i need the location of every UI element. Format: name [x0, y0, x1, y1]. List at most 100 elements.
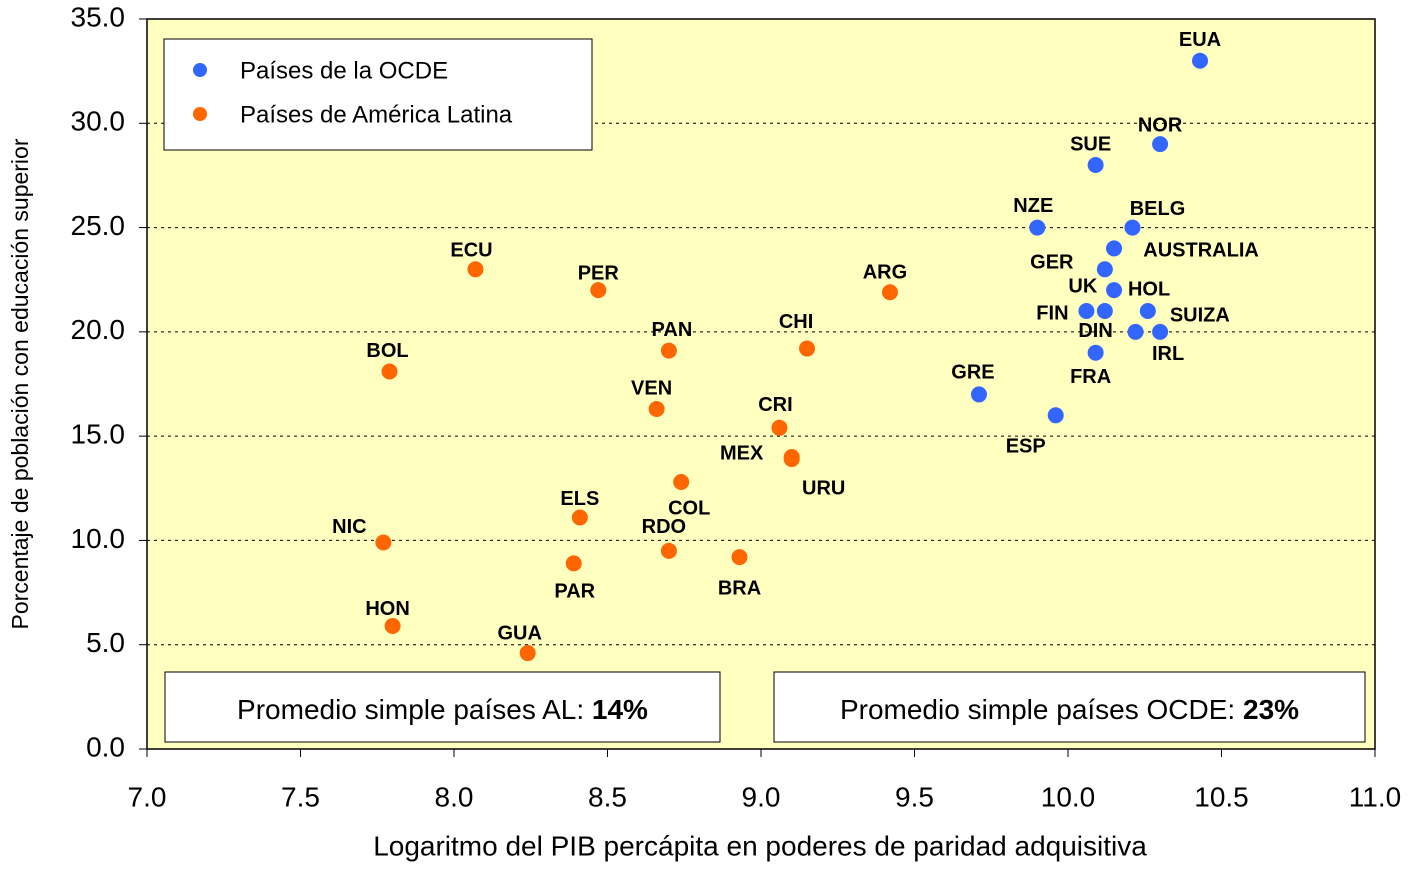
x-tick-label: 11.0: [1349, 781, 1401, 812]
point-label: VEN: [631, 377, 672, 399]
legend-label: Países de la OCDE: [240, 57, 448, 84]
point: [1106, 282, 1123, 299]
point: [771, 419, 788, 436]
annotation-value: 14%: [592, 694, 648, 725]
point-label: NOR: [1138, 114, 1183, 136]
point-label: MEX: [720, 442, 764, 464]
y-tick-label: 0.0: [86, 731, 125, 762]
point-label: NIC: [332, 516, 366, 538]
x-tick-label: 7.0: [128, 781, 167, 812]
point: [1106, 240, 1123, 257]
y-tick-label: 30.0: [71, 106, 126, 137]
point: [1192, 52, 1209, 69]
y-tick-label: 10.0: [71, 523, 126, 554]
point-label: AUSTRALIA: [1143, 240, 1259, 262]
point: [384, 617, 401, 634]
point-label: PAR: [554, 581, 595, 603]
point: [1139, 303, 1156, 319]
point: [648, 401, 665, 418]
point: [519, 645, 536, 662]
point: [881, 284, 898, 301]
point-label: UK: [1068, 275, 1097, 297]
point-label: SUE: [1070, 133, 1111, 155]
point-label: FIN: [1036, 302, 1068, 324]
x-axis-label: Logaritmo del PIB percápita en poderes d…: [373, 830, 1147, 861]
point-label: ARG: [863, 262, 907, 284]
annotation: Promedio simple países AL: 14%: [237, 694, 648, 725]
annotation-value: 23%: [1243, 694, 1299, 725]
point: [590, 282, 607, 299]
point: [1127, 323, 1144, 340]
y-tick-label: 15.0: [71, 419, 126, 450]
annotation: Promedio simple países OCDE: 23%: [840, 694, 1299, 725]
point: [660, 342, 677, 359]
point: [381, 363, 398, 380]
x-tick-label: 10.0: [1041, 781, 1096, 812]
x-tick-label: 8.0: [435, 781, 474, 812]
point-label: FRA: [1070, 366, 1111, 388]
point: [1078, 303, 1095, 319]
point-label: BELG: [1130, 198, 1186, 220]
point: [1047, 407, 1064, 424]
y-tick-label: 20.0: [71, 314, 126, 345]
point-label: GER: [1030, 252, 1074, 274]
point-label: HON: [365, 598, 409, 620]
legend: [163, 38, 593, 151]
x-tick-label: 10.5: [1194, 781, 1249, 812]
point: [1152, 323, 1169, 340]
x-tick-label: 9.0: [742, 781, 781, 812]
point: [1152, 136, 1169, 153]
x-tick-label: 8.5: [588, 781, 627, 812]
point: [1029, 219, 1046, 236]
annotation-box: [773, 671, 1366, 743]
point: [565, 555, 582, 572]
point-label: GRE: [951, 362, 994, 384]
point-label: CRI: [758, 394, 792, 416]
annotation-box: [164, 671, 721, 743]
point: [1087, 157, 1104, 173]
legend-marker: [193, 107, 207, 121]
point: [1096, 303, 1113, 319]
point-label: BOL: [366, 340, 408, 362]
point-label: HOL: [1128, 278, 1170, 300]
point-label: ECU: [450, 240, 492, 262]
point-label: NZE: [1013, 195, 1053, 217]
point: [673, 474, 690, 491]
x-tick-label: 7.5: [281, 781, 320, 812]
point-label: ESP: [1006, 436, 1046, 458]
annotation-text: Promedio simple países AL:: [237, 694, 584, 725]
point-label: PAN: [652, 319, 693, 341]
point: [375, 534, 392, 551]
point-label: COL: [668, 497, 710, 519]
point: [1087, 344, 1104, 361]
legend-label: Países de América Latina: [240, 101, 513, 128]
point: [783, 451, 800, 468]
x-tick-label: 9.5: [895, 781, 934, 812]
point: [1096, 261, 1113, 278]
point-label: RDO: [642, 516, 686, 538]
y-tick-label: 35.0: [71, 1, 126, 32]
point: [731, 549, 748, 566]
annotation-text: Promedio simple países OCDE:: [840, 694, 1235, 725]
point: [1124, 219, 1141, 236]
point-label: SUIZA: [1170, 304, 1230, 326]
point-label: CHI: [779, 311, 813, 333]
point-label: DIN: [1078, 320, 1112, 342]
point-label: IRL: [1152, 343, 1184, 365]
y-axis-label: Porcentaje de población con educación su…: [7, 138, 33, 629]
point: [660, 542, 677, 559]
point-label: BRA: [718, 577, 761, 599]
point: [467, 261, 484, 278]
point-label: URU: [802, 477, 845, 499]
legend-marker: [193, 63, 207, 77]
point: [799, 340, 816, 357]
point-label: GUA: [497, 622, 541, 644]
y-tick-label: 25.0: [71, 210, 126, 241]
y-tick-label: 5.0: [86, 627, 125, 658]
point-label: PER: [578, 262, 620, 284]
point-label: EUA: [1179, 29, 1221, 51]
point: [571, 509, 588, 526]
point: [970, 386, 987, 403]
point-label: ELS: [560, 488, 599, 510]
